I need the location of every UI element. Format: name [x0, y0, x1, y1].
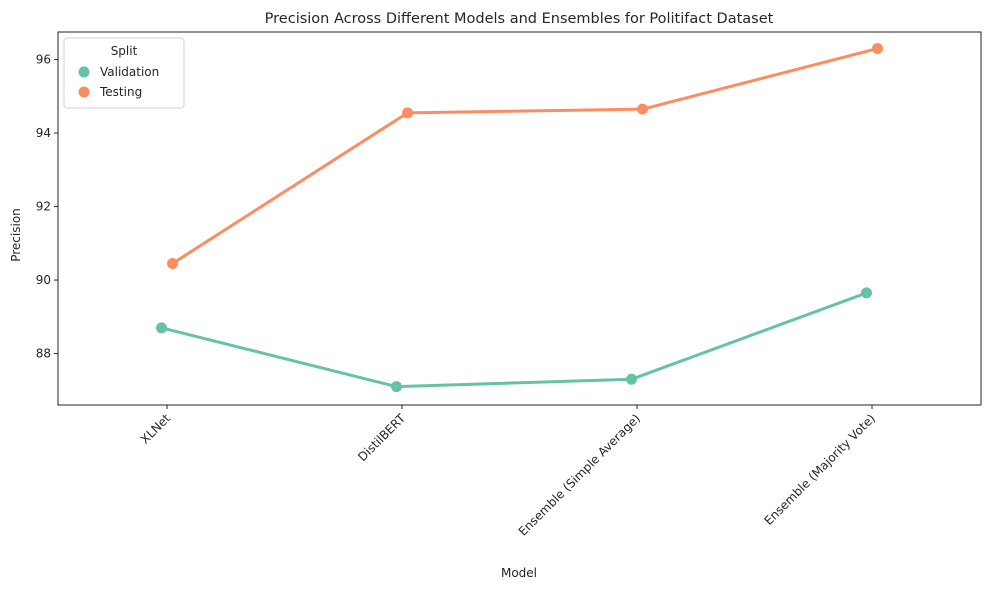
x-axis-title: Model [501, 566, 537, 580]
series-line [171, 47, 878, 265]
plot-area [156, 43, 883, 393]
axes-frame [57, 31, 982, 406]
x-tick-label: Ensemble (Majority Vote) [761, 411, 878, 528]
y-tick-label: 94 [36, 126, 51, 140]
y-tick-label: 96 [36, 53, 51, 67]
legend-title: Split [111, 44, 138, 58]
series-validation [156, 287, 872, 393]
data-point [626, 373, 637, 385]
legend-box [63, 37, 185, 109]
data-point [872, 43, 883, 55]
series-line [161, 291, 868, 389]
data-point [391, 381, 402, 393]
data-point [156, 322, 167, 334]
chart-title: Precision Across Different Models and En… [265, 11, 774, 27]
y-tick-label: 92 [36, 200, 51, 214]
data-point [637, 103, 648, 115]
legend-label: Testing [99, 85, 142, 99]
data-point [167, 258, 178, 270]
legend-marker [78, 86, 90, 98]
legend-label: Validation [100, 65, 159, 79]
y-tick-label: 88 [36, 347, 51, 361]
y-axis-title: Precision [9, 208, 23, 262]
y-axis: 88 90 92 94 96 [36, 53, 58, 361]
x-axis: XLNet DistilBERT Ensemble (Simple Average)… [138, 405, 878, 539]
data-point [402, 107, 413, 119]
x-tick-label: XLNet [138, 411, 174, 447]
y-tick-label: 90 [36, 273, 51, 287]
x-tick-label: DistilBERT [355, 411, 408, 464]
x-tick-label: Ensemble (Simple Average) [516, 411, 643, 538]
series-testing [167, 43, 883, 270]
legend: Split Validation Testing [63, 37, 185, 109]
data-point [861, 287, 872, 299]
legend-marker [78, 66, 90, 78]
